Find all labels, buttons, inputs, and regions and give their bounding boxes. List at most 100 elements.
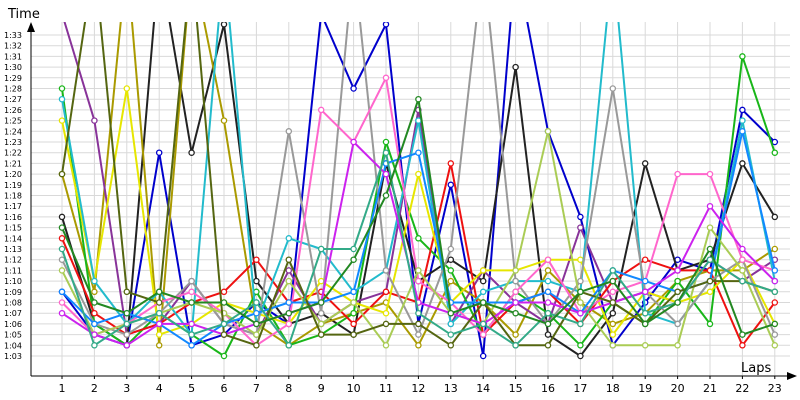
data-point <box>220 320 228 328</box>
data-point <box>674 342 681 349</box>
data-point <box>739 256 746 263</box>
data-point <box>285 299 293 306</box>
data-point <box>771 149 779 156</box>
data-point <box>641 277 649 285</box>
data-point <box>641 288 649 296</box>
data-point <box>609 267 617 274</box>
data-point <box>91 342 98 349</box>
data-point <box>577 342 584 349</box>
data-point <box>415 235 422 242</box>
data-point <box>706 202 714 210</box>
y-tick-label: 1:23 <box>4 138 22 147</box>
y-tick-label: 1:12 <box>4 256 22 265</box>
data-point <box>577 309 584 317</box>
data-point <box>771 320 779 328</box>
data-point <box>285 267 293 274</box>
data-point <box>771 342 779 349</box>
data-point <box>674 267 681 274</box>
data-point <box>544 320 552 328</box>
data-point <box>123 320 131 328</box>
x-tick-label: 16 <box>541 382 555 395</box>
data-point <box>771 288 779 296</box>
series-15 <box>58 149 779 349</box>
data-point <box>739 53 746 60</box>
data-point <box>382 22 390 28</box>
y-tick-label: 1:29 <box>4 74 22 83</box>
data-point <box>382 192 390 199</box>
data-point <box>253 277 260 285</box>
data-point <box>447 277 455 285</box>
x-tick-label: 15 <box>509 382 523 395</box>
data-point <box>382 170 390 178</box>
data-point <box>771 267 779 274</box>
data-point <box>771 138 779 146</box>
data-point <box>415 331 422 338</box>
data-point <box>544 267 552 274</box>
data-point <box>253 309 260 317</box>
data-point <box>479 299 487 306</box>
data-point <box>415 342 422 349</box>
data-point <box>350 288 357 296</box>
x-tick-label: 1 <box>59 382 66 395</box>
y-tick-label: 1:19 <box>4 181 22 190</box>
data-point <box>253 320 260 328</box>
data-point <box>706 170 714 178</box>
y-tick-label: 1:25 <box>4 117 22 126</box>
data-point <box>91 299 98 306</box>
data-point <box>706 245 714 253</box>
data-point <box>544 309 552 317</box>
data-point <box>382 267 390 274</box>
data-point <box>739 277 746 285</box>
data-point <box>155 342 163 349</box>
data-point <box>220 288 228 296</box>
x-tick-label: 2 <box>91 382 98 395</box>
data-point <box>220 352 228 360</box>
data-point <box>155 288 163 296</box>
data-point <box>415 170 422 178</box>
y-tick-label: 1:18 <box>4 192 22 201</box>
data-point <box>220 331 228 338</box>
data-point <box>674 299 681 306</box>
data-point <box>350 85 357 92</box>
data-point <box>91 320 98 328</box>
data-point <box>577 352 584 360</box>
data-point <box>577 299 584 306</box>
y-tick-label: 1:15 <box>4 224 22 233</box>
data-point <box>58 224 66 231</box>
data-point <box>188 342 195 349</box>
data-point <box>285 128 293 135</box>
data-point <box>544 277 552 285</box>
y-tick-label: 1:24 <box>4 127 22 136</box>
grid <box>31 22 790 376</box>
data-point <box>155 331 163 338</box>
y-tick-label: 1:28 <box>4 85 22 94</box>
data-point <box>512 342 519 349</box>
data-point <box>512 288 519 296</box>
data-point <box>479 320 487 328</box>
data-point <box>350 320 357 328</box>
data-point <box>641 342 649 349</box>
x-tick-label: 12 <box>411 382 425 395</box>
data-point <box>350 256 357 263</box>
x-tick-label: 14 <box>476 382 490 395</box>
data-point <box>641 320 649 328</box>
data-point <box>58 85 66 92</box>
data-point <box>577 288 584 296</box>
x-tick-label: 6 <box>221 382 228 395</box>
data-point <box>674 170 681 178</box>
y-tick-label: 1:05 <box>4 331 22 340</box>
y-tick-label: 1:33 <box>4 31 22 40</box>
data-point <box>382 342 390 349</box>
data-point <box>609 342 617 349</box>
data-point <box>447 160 455 167</box>
data-point <box>350 309 357 317</box>
data-point <box>58 288 66 296</box>
data-point <box>220 117 228 124</box>
data-point <box>317 320 325 328</box>
y-tick-label: 1:03 <box>4 352 22 361</box>
data-point <box>544 331 552 338</box>
data-point <box>739 106 746 114</box>
data-point <box>350 138 357 146</box>
data-point <box>447 320 455 328</box>
